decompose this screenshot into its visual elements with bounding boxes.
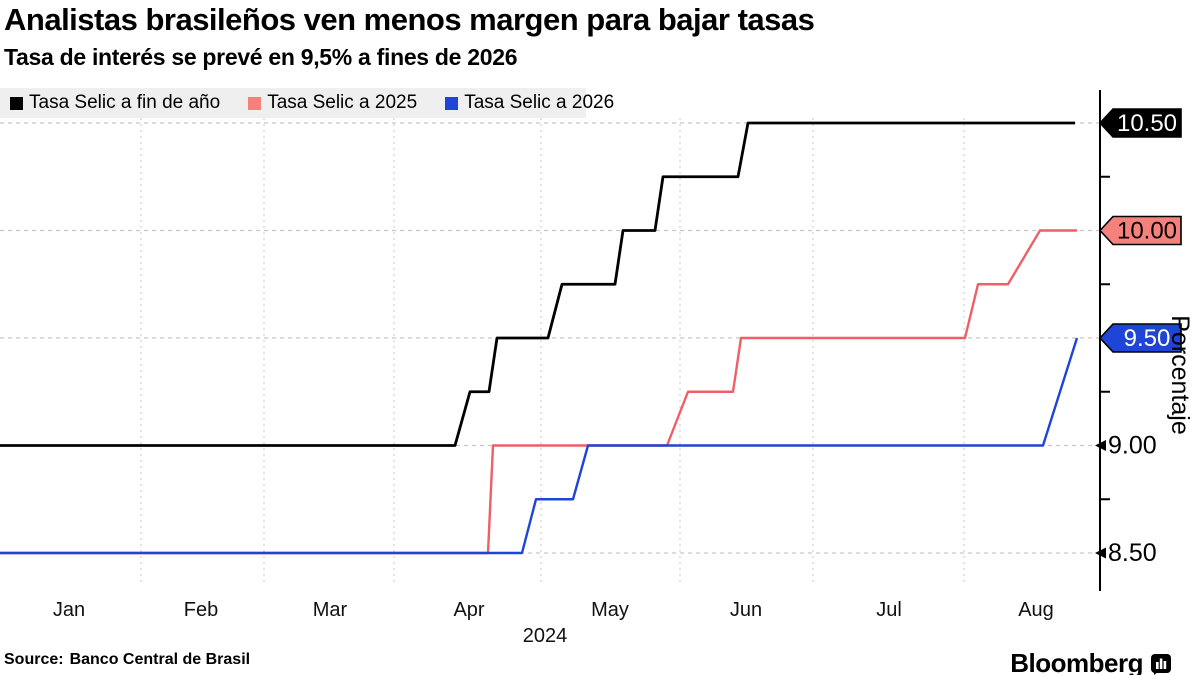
- x-month-label: Aug: [1018, 599, 1054, 621]
- series-line-1: [0, 229, 1077, 555]
- axis-tag-label: 10.50: [1117, 110, 1177, 137]
- legend-swatch-icon: [248, 96, 262, 110]
- series-line-2: [0, 337, 1079, 555]
- x-month-label: May: [591, 599, 629, 621]
- x-month-label: Feb: [184, 599, 218, 621]
- bloomberg-chart-icon: [1151, 653, 1171, 675]
- axis-tag: [1098, 215, 1182, 246]
- chart-title: Analistas brasileños ven menos margen pa…: [4, 2, 815, 37]
- bloomberg-wordmark: Bloomberg: [1010, 648, 1143, 675]
- y-axis-label: 8.50: [1108, 539, 1157, 567]
- legend-item-1: Tasa Selic a 2025: [248, 92, 417, 114]
- y-axis-arrow-icon: [1095, 440, 1106, 451]
- source-value: Banco Central de Brasil: [69, 651, 251, 668]
- bloomberg-brand: Bloomberg: [1010, 648, 1172, 675]
- legend-label: Tasa Selic a 2026: [464, 92, 615, 113]
- legend-swatch-icon: [445, 96, 459, 110]
- chart-subtitle: Tasa de interés se prevé en 9,5% a fines…: [4, 44, 518, 70]
- source-label: Source:: [4, 651, 64, 668]
- x-year-label: 2024: [523, 625, 568, 647]
- legend-swatch-icon: [10, 96, 23, 110]
- legend-item-2: Tasa Selic a 2026: [445, 92, 614, 114]
- x-month-label: Jan: [53, 599, 85, 621]
- axis-tag-label: 10.00: [1117, 218, 1177, 245]
- legend-label: Tasa Selic a 2025: [267, 92, 418, 113]
- y-axis-arrow-icon: [1095, 547, 1106, 559]
- series-line-0: [0, 121, 1075, 447]
- axis-tag: [1098, 108, 1182, 138]
- x-month-label: Apr: [453, 599, 484, 621]
- y-axis-title: Porcentaje: [1166, 315, 1194, 435]
- x-month-label: Jun: [730, 599, 762, 621]
- source-line: Source: Banco Central de Brasil: [4, 651, 250, 669]
- legend-label: Tasa Selic a fin de año: [29, 92, 221, 113]
- x-month-label: Mar: [313, 599, 348, 621]
- x-month-label: Jul: [876, 599, 902, 621]
- y-axis-label: 9.00: [1108, 432, 1157, 460]
- axis-tag: [1098, 323, 1182, 353]
- chart-legend: Tasa Selic a fin de año Tasa Selic a 2025…: [0, 88, 614, 118]
- axis-tag-label: 9.50: [1124, 325, 1171, 352]
- legend-item-0: Tasa Selic a fin de año: [10, 92, 220, 114]
